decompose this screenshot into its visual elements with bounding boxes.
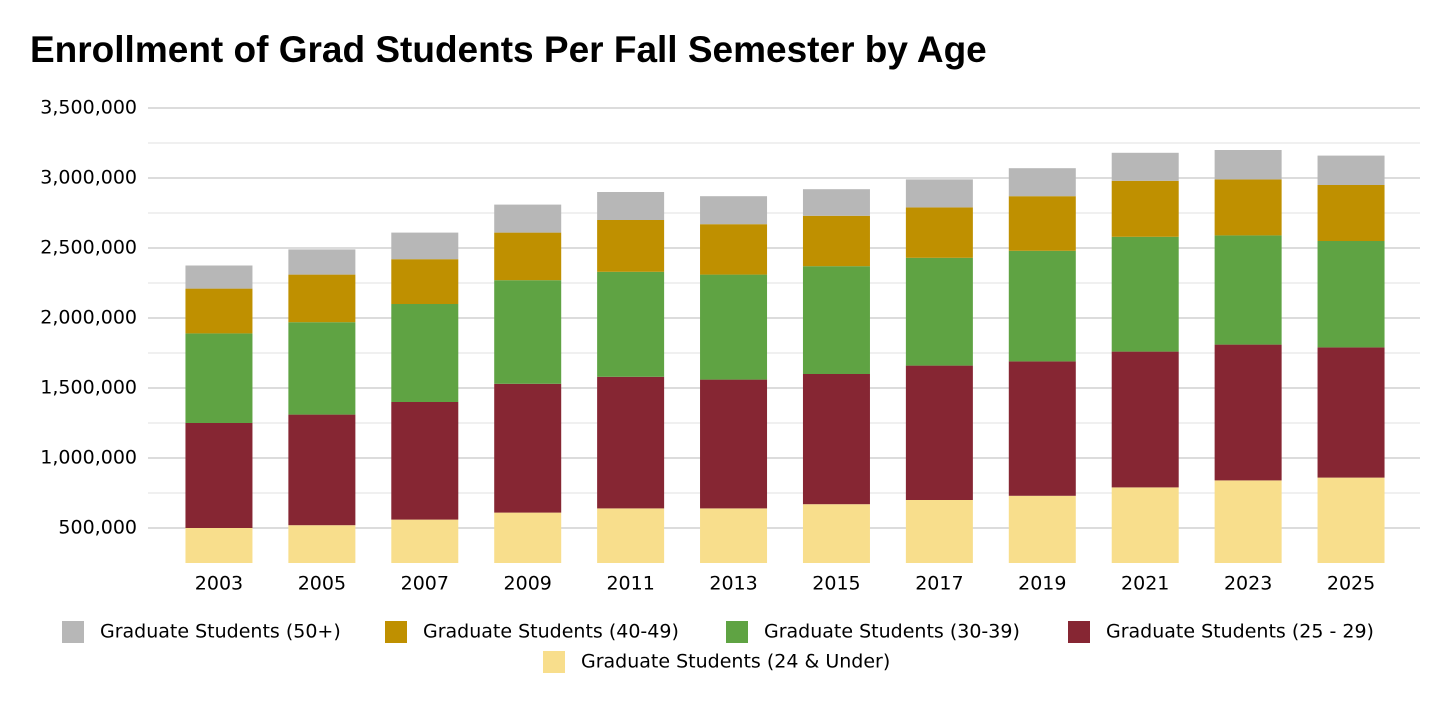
bar-segment: [391, 519, 459, 563]
bar-segment: [288, 274, 356, 323]
bar-segment: [1111, 236, 1179, 352]
x-tick-label: 2017: [915, 573, 963, 595]
bar-segment: [597, 220, 665, 272]
bar-segment: [1214, 344, 1282, 481]
x-tick-label: 2015: [812, 573, 860, 595]
legend-swatch: [62, 621, 84, 643]
bar-segment: [288, 322, 356, 415]
bar-segment: [288, 525, 356, 563]
bar-segment: [802, 215, 870, 267]
x-tick-label: 2011: [606, 573, 654, 595]
chart-title: Enrollment of Grad Students Per Fall Sem…: [30, 29, 987, 70]
y-tick-label: 2,000,000: [40, 307, 137, 329]
legend-label: Graduate Students (24 & Under): [581, 651, 890, 673]
bar-segment: [185, 265, 253, 289]
bar-segment: [1008, 196, 1076, 251]
bar-segment: [1214, 179, 1282, 236]
bar-segment: [391, 402, 459, 520]
bar-segment: [597, 271, 665, 377]
bar-segment: [494, 280, 562, 384]
bar-segment: [1111, 152, 1179, 181]
x-tick-label: 2007: [401, 573, 449, 595]
bar-segment: [494, 204, 562, 233]
bar-segment: [905, 179, 973, 208]
bar-segment: [494, 232, 562, 281]
x-tick-label: 2025: [1327, 573, 1375, 595]
bar-segment: [700, 224, 768, 275]
bar-segment: [1317, 347, 1385, 478]
bar-segment: [1317, 477, 1385, 563]
bar-segment: [1214, 480, 1282, 563]
x-tick-label: 2019: [1018, 573, 1066, 595]
legend-label: Graduate Students (40-49): [423, 621, 679, 643]
y-tick-label: 1,500,000: [40, 377, 137, 399]
x-tick-label: 2003: [195, 573, 243, 595]
bar-segment: [700, 379, 768, 509]
legend-swatch: [543, 651, 565, 673]
legend-swatch: [726, 621, 748, 643]
bar-segment: [905, 500, 973, 563]
x-tick-label: 2005: [298, 573, 346, 595]
legend-label: Graduate Students (30-39): [764, 621, 1020, 643]
bar-segment: [802, 266, 870, 374]
bar-segment: [700, 508, 768, 563]
bar-segment: [1111, 351, 1179, 488]
bar-segment: [391, 232, 459, 260]
bar-segment: [905, 257, 973, 366]
bar-segment: [1008, 495, 1076, 563]
bar-segment: [185, 423, 253, 528]
bar-segment: [802, 504, 870, 563]
bar-segment: [1214, 150, 1282, 180]
bar-segment: [185, 528, 253, 563]
y-tick-label: 2,500,000: [40, 237, 137, 259]
x-tick-label: 2009: [504, 573, 552, 595]
bar-segment: [1008, 361, 1076, 496]
bar-segment: [597, 376, 665, 509]
bar-segment: [1111, 487, 1179, 563]
legend-swatch: [385, 621, 407, 643]
x-tick-label: 2013: [709, 573, 757, 595]
bar-segment: [1008, 250, 1076, 362]
bar-segment: [1317, 185, 1385, 241]
bar-segment: [288, 249, 356, 275]
bar-segment: [597, 192, 665, 220]
legend-label: Graduate Students (50+): [100, 621, 341, 643]
bar-segment: [1317, 155, 1385, 185]
x-tick-label: 2021: [1121, 573, 1169, 595]
bar-segment: [905, 365, 973, 500]
y-tick-label: 3,000,000: [40, 167, 137, 189]
bar-segment: [1008, 168, 1076, 197]
bar-segment: [802, 189, 870, 216]
bar-segment: [185, 333, 253, 423]
bar-segment: [700, 274, 768, 380]
legend-swatch: [1068, 621, 1090, 643]
y-tick-label: 500,000: [58, 517, 137, 539]
bar-segment: [1111, 180, 1179, 237]
bar-segment: [494, 512, 562, 563]
legend-label: Graduate Students (25 - 29): [1106, 621, 1374, 643]
y-tick-label: 3,500,000: [40, 97, 137, 119]
bar-segment: [597, 508, 665, 563]
bar-segment: [802, 374, 870, 505]
bar-segment: [288, 414, 356, 526]
bar-segment: [1317, 241, 1385, 348]
bar-segment: [905, 207, 973, 258]
bar-segment: [391, 304, 459, 402]
bar-segment: [185, 288, 253, 334]
bar-segment: [494, 383, 562, 513]
bar-segment: [391, 259, 459, 304]
y-tick-label: 1,000,000: [40, 447, 137, 469]
bar-segment: [1214, 235, 1282, 345]
bar-segment: [700, 196, 768, 225]
x-tick-label: 2023: [1224, 573, 1272, 595]
